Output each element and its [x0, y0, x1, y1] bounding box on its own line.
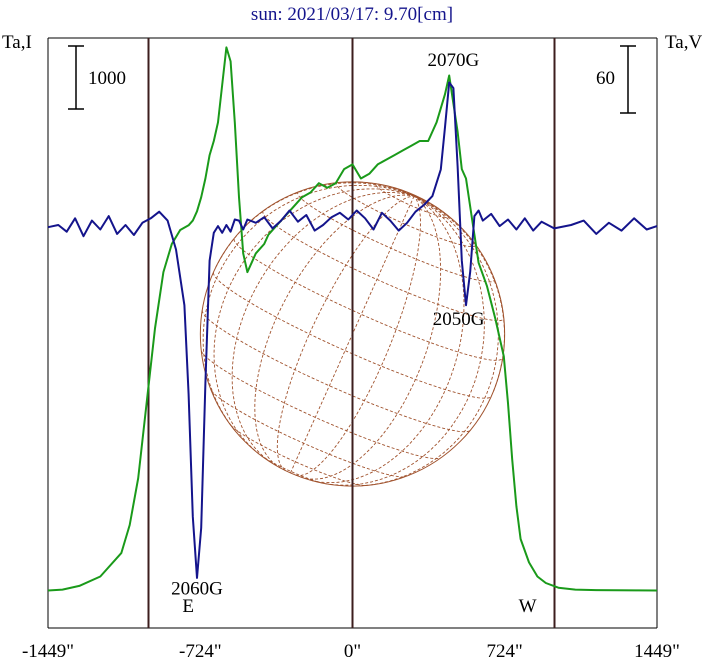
- longitude-line: [300, 195, 442, 480]
- longitude-line: [413, 195, 505, 392]
- longitude-line: [325, 195, 485, 486]
- longitude-line: [413, 195, 465, 231]
- chart-title: sun: 2021/03/17: 9.70[cm]: [251, 4, 453, 25]
- field-annotation: 2050G: [433, 309, 485, 330]
- left-scale-bar: [68, 45, 84, 110]
- longitude-line: [360, 195, 499, 487]
- solar-disk: [199, 181, 506, 487]
- right-scale-label: 60: [596, 68, 615, 89]
- x-tick-label: 1449": [634, 641, 680, 662]
- latitude-line: [233, 238, 503, 361]
- x-tick-labels: -1449" -724" 0" 724" 1449" E W: [22, 596, 680, 662]
- latitude-line: [200, 350, 441, 460]
- limb-marker-label: E: [182, 596, 194, 617]
- limb-marker-label: W: [519, 596, 537, 617]
- x-tick-label: -1449": [22, 641, 74, 662]
- longitude-line: [290, 195, 415, 474]
- longitude-line: [213, 188, 415, 455]
- latitude-line: [201, 310, 471, 433]
- longitude-line: [202, 184, 415, 430]
- field-annotation: 2070G: [428, 50, 480, 71]
- longitude-line: [276, 195, 415, 471]
- longitude-line: [413, 195, 429, 203]
- series-line-V: [47, 81, 658, 579]
- latitude-line: [212, 272, 492, 399]
- longitude-line: [413, 195, 420, 199]
- x-tick-label: -724": [179, 641, 222, 662]
- right-scale-bar: [620, 45, 636, 114]
- series-line-I: [47, 46, 658, 592]
- longitude-line: [231, 191, 415, 463]
- longitude-line: [311, 195, 465, 484]
- left-scale-label: 1000: [88, 68, 126, 89]
- x-tick-label: 0": [344, 641, 361, 662]
- latitude-line: [230, 425, 366, 487]
- longitude-line: [254, 194, 415, 469]
- left-axis-label: Ta,I: [2, 32, 32, 53]
- longitude-line: [215, 182, 415, 268]
- longitude-line: [295, 195, 421, 477]
- series-layer: [47, 46, 658, 592]
- annotations: 2060G 2070G 2050G: [171, 50, 485, 600]
- right-axis-label: Ta,V: [665, 32, 702, 53]
- x-tick-label: 724": [487, 641, 523, 662]
- field-annotation: 2060G: [171, 579, 223, 600]
- latitude-line: [260, 455, 324, 484]
